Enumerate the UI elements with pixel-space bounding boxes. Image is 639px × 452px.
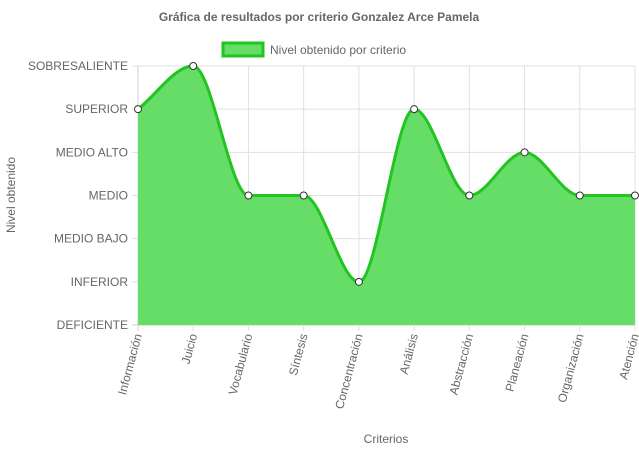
x-tick-label: Planeación [503,332,532,393]
data-point[interactable] [631,191,639,200]
series-area [137,64,635,325]
x-axis-ticks: Información Juicio Vocabulario Síntesis Conc… [115,332,639,411]
y-tick-label: SUPERIOR [65,102,128,116]
y-tick-label: MEDIO ALTO [56,145,128,159]
data-point[interactable] [299,191,308,200]
data-points [134,62,639,286]
x-tick-label: Organización [555,332,587,404]
y-tick-label: INFERIOR [71,275,129,289]
x-tick-label: Análisis [397,332,421,376]
legend-label: Nivel obtenido por criterio [270,43,406,57]
data-point[interactable] [575,191,584,200]
x-tick-label: Concentración [332,332,366,410]
y-tick-label: SOBRESALIENTE [28,59,128,73]
x-tick-label: Síntesis [286,332,311,377]
data-point[interactable] [189,62,198,70]
legend[interactable]: Nivel obtenido por criterio [221,41,406,58]
data-point[interactable] [134,105,142,114]
data-point[interactable] [354,277,363,286]
x-tick-label: Información [115,332,145,396]
x-tick-label: Vocabulario [226,332,256,397]
series-line [137,64,635,284]
y-axis-ticks: DEFICIENTE INFERIOR MEDIO BAJO MEDIO MEDIO A… [28,59,128,332]
x-axis-title: Criterios [364,432,409,446]
x-tick-label: Juicio [179,332,201,366]
data-point[interactable] [465,191,474,200]
data-point[interactable] [410,105,419,114]
x-tick-label: Abstracción [446,332,476,396]
chart-title: Gráfica de resultados por criterio Gonza… [159,10,480,24]
y-tick-label: DEFICIENTE [57,318,128,332]
data-point[interactable] [244,191,253,200]
data-point[interactable] [520,148,529,157]
x-tick-label: Atención [616,332,639,381]
legend-swatch [221,41,265,58]
y-tick-label: MEDIO BAJO [54,232,128,246]
y-tick-label: MEDIO [89,189,128,203]
y-axis-title: Nivel obtenido [4,157,18,233]
